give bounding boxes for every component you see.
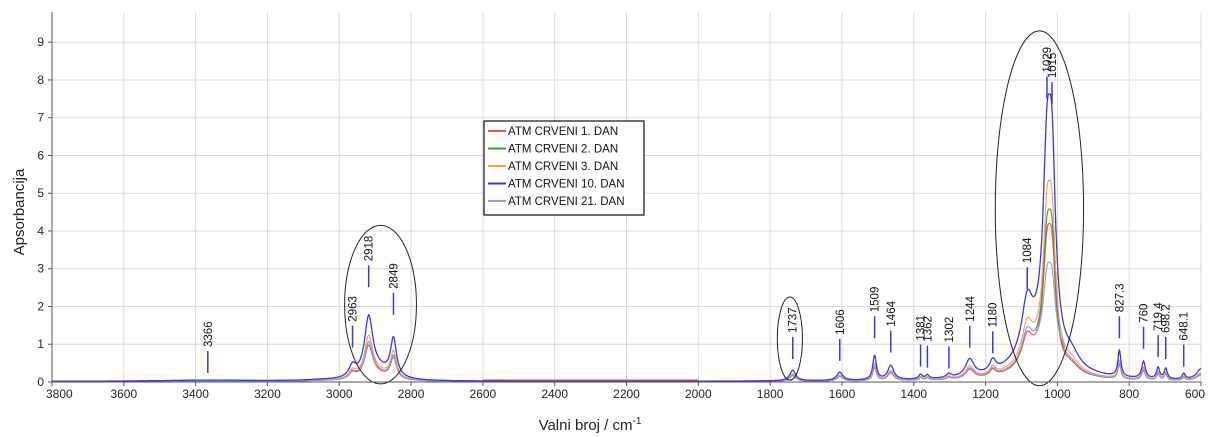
y-tick-label-6: 6 (37, 148, 44, 162)
y-tick-label-9: 9 (37, 35, 44, 49)
peak-label-8: 1381 (916, 315, 928, 341)
peak-label-20: 648.1 (1179, 312, 1191, 341)
y-tick-label-2: 2 (37, 299, 44, 313)
x-tick-label-4: 3000 (326, 387, 353, 401)
peak-label-19: 698.2 (1161, 304, 1173, 333)
annotation-ellipse-0 (344, 224, 417, 385)
legend-label-1: ATM CRVENI 2. DAN (508, 144, 618, 156)
legend-label-2: ATM CRVENI 3. DAN (508, 161, 618, 173)
y-tick-label-5: 5 (37, 186, 44, 200)
x-axis-title-sup: -1 (633, 416, 642, 427)
annotation-ellipse-2 (994, 30, 1085, 387)
peak-labels: 3366 2963 2918 2849 1737 1606 1509 1464 13811362… (203, 47, 1191, 373)
peak-label-18: 719.4 (1153, 302, 1165, 331)
peak-label-5: 1606 (835, 309, 847, 335)
series-line-3 (52, 92, 1202, 382)
y-tick-label-7: 7 (37, 111, 44, 125)
x-tick-label-2: 3400 (182, 387, 209, 401)
peak-label-16: 827.3 (1114, 283, 1126, 312)
legend: ATM CRVENI 1. DAN ATM CRVENI 2. DAN ATM CR… (483, 120, 645, 216)
x-tick-label-11: 1600 (829, 387, 856, 401)
legend-label-0: ATM CRVENI 1. DAN (508, 126, 618, 138)
peak-label-6: 1509 (870, 287, 882, 313)
x-tick-label-14: 1000 (1044, 387, 1071, 401)
peak-label-3: 2849 (388, 263, 400, 289)
peak-label-12: 1180 (988, 303, 1000, 328)
peak-label-10: 1302 (944, 317, 956, 343)
axes: 3800 3600 3400 3200 3000 2800 2600 2400 2200 2000… (37, 12, 1205, 401)
x-tick-label-9: 2000 (685, 387, 712, 401)
y-tick-label-8: 8 (37, 73, 44, 87)
x-tick-label-13: 1200 (972, 387, 999, 401)
annotation-ellipse-1 (776, 296, 803, 381)
peak-label-2: 2918 (364, 236, 376, 262)
y-tick-label-3: 3 (37, 262, 44, 276)
x-tick-label-5: 2800 (398, 387, 425, 401)
x-tick-label-15: 800 (1119, 387, 1139, 401)
x-axis-title: Valni broj / cm-1 (539, 416, 642, 434)
peak-label-1: 2963 (348, 296, 360, 322)
peak-label-17: 760 (1139, 304, 1151, 323)
x-axis-title-text: Valni broj / cm (539, 417, 633, 434)
x-tick-label-7: 2400 (541, 387, 568, 401)
x-tick-label-0: 3800 (46, 387, 73, 401)
x-tick-label-10: 1800 (757, 387, 784, 401)
y-tick-label-4: 4 (37, 224, 44, 238)
peak-label-0: 3366 (203, 321, 215, 347)
x-tick-label-1: 3600 (110, 387, 137, 401)
peak-label-9: 1362 (922, 316, 934, 342)
x-tick-label-8: 2200 (613, 387, 640, 401)
peak-label-7: 1464 (886, 300, 898, 326)
legend-label-4: ATM CRVENI 21. DAN (508, 196, 625, 208)
y-tick-label-1: 1 (37, 337, 44, 351)
x-tick-label-16: 600 (1185, 387, 1205, 401)
peak-label-14: 1029 (1042, 47, 1054, 73)
y-tick-label-0: 0 (37, 375, 44, 389)
x-tick-label-12: 1400 (900, 387, 927, 401)
x-tick-label-6: 2600 (470, 387, 497, 401)
x-tick-label-3: 3200 (254, 387, 281, 401)
peak-label-13: 1084 (1022, 237, 1034, 263)
legend-box (483, 120, 645, 216)
legend-label-3: ATM CRVENI 10. DAN (508, 179, 625, 191)
peak-label-11: 1244 (965, 295, 977, 321)
annotation-ellipses (344, 30, 1085, 387)
peak-label-4: 1737 (788, 307, 800, 333)
peak-label-15: 1015 (1047, 53, 1059, 79)
y-axis-title: Apsorbancija (11, 168, 28, 255)
